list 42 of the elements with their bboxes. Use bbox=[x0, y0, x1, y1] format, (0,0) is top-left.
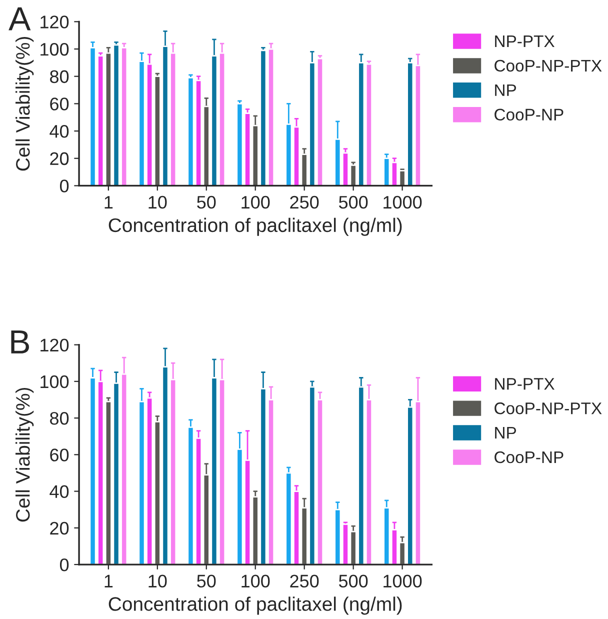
legend-label: CooP-NP bbox=[494, 451, 564, 464]
y-tick-label: 80 bbox=[50, 70, 69, 84]
legend-label: NP bbox=[495, 84, 516, 96]
x-tick-label: 1000 bbox=[384, 196, 422, 209]
y-axis-title: Cell Viability(%) bbox=[16, 36, 34, 171]
x-tick-label: 100 bbox=[242, 196, 270, 209]
legend-label: CooP-NP-PTX bbox=[494, 60, 602, 72]
x-tick-label: 1000 bbox=[384, 574, 422, 588]
legend-label: NP-PTX bbox=[495, 36, 554, 47]
y-tick-label: 120 bbox=[40, 16, 69, 28]
x-tick-label: 250 bbox=[290, 196, 319, 209]
x-tick-label: 50 bbox=[197, 196, 216, 209]
y-tick-label: 60 bbox=[50, 98, 69, 110]
y-tick-label: 80 bbox=[50, 412, 69, 425]
x-axis-title: Concentration of paclitaxel (ng/ml) bbox=[108, 596, 402, 615]
y-tick-label: 120 bbox=[40, 338, 69, 352]
y-tick-label: 100 bbox=[40, 375, 69, 388]
x-tick-label: 100 bbox=[242, 574, 270, 588]
x-tick-label: 500 bbox=[338, 574, 368, 588]
y-tick-label: 60 bbox=[50, 448, 69, 462]
x-tick-label: 1 bbox=[104, 574, 113, 588]
y-tick-label: 0 bbox=[60, 180, 69, 192]
text: A bbox=[8, 7, 31, 30]
y-tick-label: 40 bbox=[50, 485, 69, 498]
legend-label: NP bbox=[495, 427, 516, 439]
x-tick-label: 500 bbox=[338, 196, 368, 209]
y-axis-title: Cell Viability(%) bbox=[16, 388, 34, 522]
x-tick-label: 250 bbox=[290, 574, 319, 588]
text: B bbox=[11, 330, 29, 354]
legend-label: CooP-NP bbox=[494, 108, 564, 121]
y-tick-label: 0 bbox=[60, 558, 69, 572]
x-axis-title: Concentration of paclitaxel (ng/ml) bbox=[108, 218, 402, 236]
x-tick-label: 1 bbox=[104, 196, 113, 209]
legend-label: NP-PTX bbox=[495, 378, 554, 390]
x-tick-label: 50 bbox=[197, 574, 216, 588]
y-tick-label: 100 bbox=[40, 42, 69, 56]
x-tick-label: 10 bbox=[148, 196, 167, 209]
y-tick-label: 40 bbox=[50, 124, 69, 138]
y-tick-label: 20 bbox=[50, 152, 69, 166]
x-tick-label: 10 bbox=[148, 574, 167, 588]
legend-label: CooP-NP-PTX bbox=[494, 402, 602, 414]
y-tick-label: 20 bbox=[50, 522, 69, 535]
